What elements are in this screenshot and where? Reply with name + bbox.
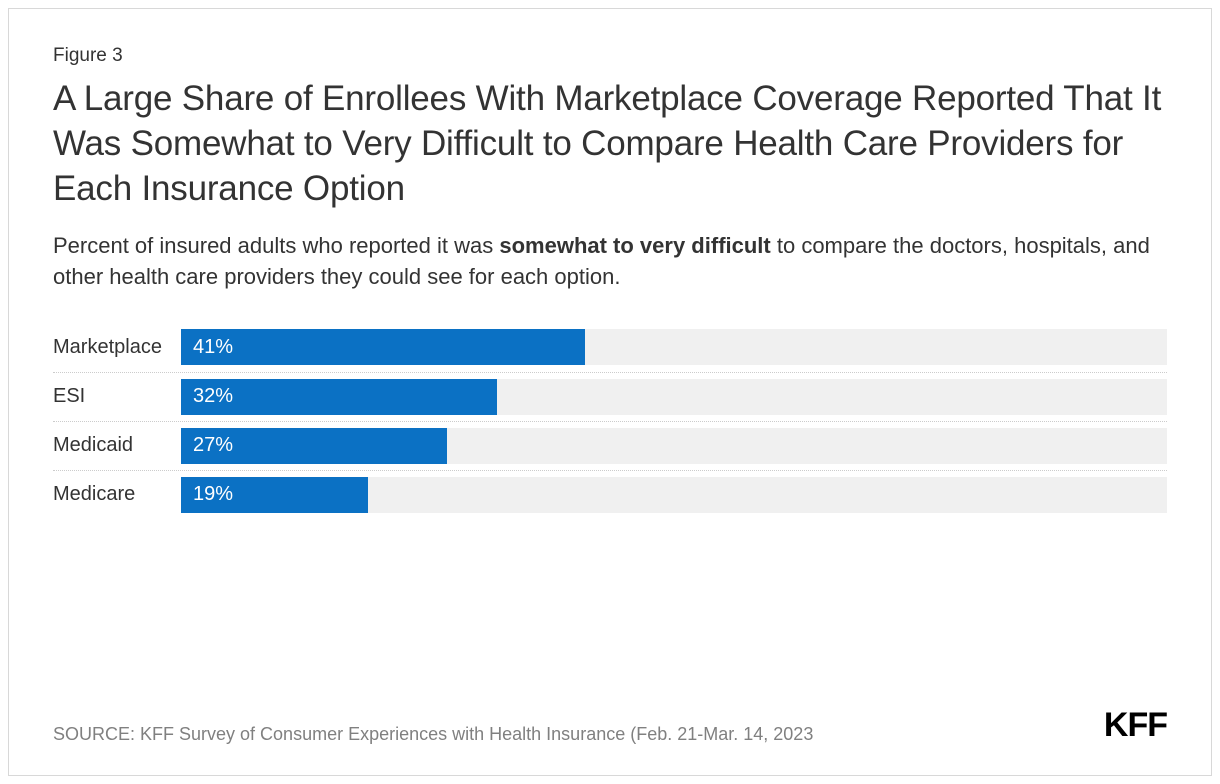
- chart-subtitle: Percent of insured adults who reported i…: [53, 231, 1167, 293]
- kff-logo: KFF: [1104, 706, 1167, 745]
- subtitle-bold: somewhat to very difficult: [499, 233, 770, 258]
- bar-row: ESI 32%: [53, 372, 1167, 421]
- bar-fill: 32%: [181, 379, 497, 415]
- figure-number: Figure 3: [53, 45, 1167, 67]
- bar-label: Medicare: [53, 483, 181, 506]
- bar-value: 32%: [193, 385, 233, 408]
- bar-row: Marketplace 41%: [53, 323, 1167, 372]
- subtitle-before: Percent of insured adults who reported i…: [53, 233, 499, 258]
- figure-footer: SOURCE: KFF Survey of Consumer Experienc…: [53, 706, 1167, 745]
- bar-fill: 41%: [181, 329, 585, 365]
- bar-row: Medicare 19%: [53, 470, 1167, 519]
- source-text: SOURCE: KFF Survey of Consumer Experienc…: [53, 724, 813, 745]
- bar-row: Medicaid 27%: [53, 421, 1167, 470]
- bar-value: 27%: [193, 434, 233, 457]
- bar-label: ESI: [53, 385, 181, 408]
- bar-track: 32%: [181, 379, 1167, 415]
- bar-fill: 27%: [181, 428, 447, 464]
- bar-chart: Marketplace 41% ESI 32% Medicaid 27%: [53, 323, 1167, 519]
- bar-track: 41%: [181, 329, 1167, 365]
- chart-title: A Large Share of Enrollees With Marketpl…: [53, 77, 1167, 211]
- bar-label: Marketplace: [53, 336, 181, 359]
- bar-fill: 19%: [181, 477, 368, 513]
- bar-value: 19%: [193, 483, 233, 506]
- bar-label: Medicaid: [53, 434, 181, 457]
- bar-track: 27%: [181, 428, 1167, 464]
- bar-value: 41%: [193, 336, 233, 359]
- figure-container: Figure 3 A Large Share of Enrollees With…: [8, 8, 1212, 776]
- bar-track: 19%: [181, 477, 1167, 513]
